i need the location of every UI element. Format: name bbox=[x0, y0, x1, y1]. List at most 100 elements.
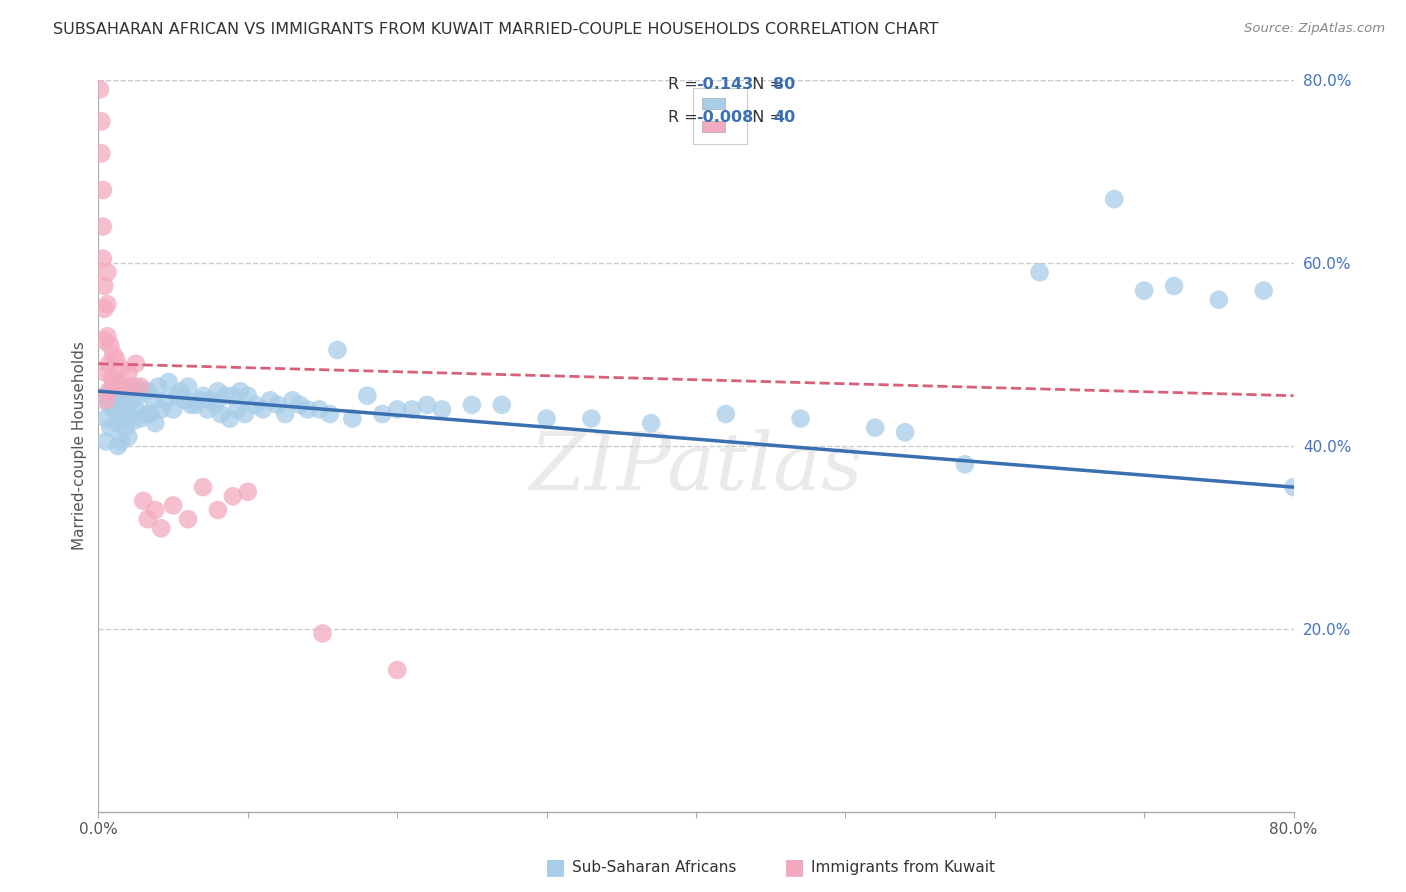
Point bbox=[953, 457, 976, 471]
Text: -0.143: -0.143 bbox=[696, 78, 754, 92]
Point bbox=[326, 343, 349, 357]
Point bbox=[107, 439, 129, 453]
Point bbox=[98, 338, 122, 352]
Point bbox=[128, 389, 150, 403]
Point bbox=[207, 503, 229, 517]
Point bbox=[93, 279, 115, 293]
Point bbox=[105, 393, 128, 408]
Text: ■: ■ bbox=[546, 857, 565, 877]
Point bbox=[96, 329, 118, 343]
Text: R =: R = bbox=[668, 111, 703, 125]
Point bbox=[274, 407, 297, 421]
Point bbox=[105, 416, 128, 430]
Point bbox=[103, 379, 125, 393]
Point bbox=[166, 389, 188, 403]
Text: 40: 40 bbox=[773, 111, 796, 125]
Point bbox=[157, 375, 180, 389]
Point bbox=[136, 512, 159, 526]
Point bbox=[191, 389, 214, 403]
Point bbox=[155, 393, 177, 408]
Point bbox=[581, 411, 603, 425]
Point bbox=[197, 402, 219, 417]
Point bbox=[177, 512, 200, 526]
Point bbox=[90, 114, 112, 128]
Point bbox=[1133, 284, 1156, 298]
Point bbox=[120, 379, 142, 393]
Point bbox=[150, 521, 173, 535]
Point bbox=[94, 434, 117, 449]
Point bbox=[311, 626, 333, 640]
Point bbox=[714, 407, 737, 421]
Point bbox=[281, 393, 304, 408]
Point bbox=[371, 407, 394, 421]
Point bbox=[180, 398, 202, 412]
Legend: , : , bbox=[693, 88, 747, 144]
Point bbox=[385, 402, 409, 417]
Point bbox=[461, 398, 484, 412]
Text: N =: N = bbox=[742, 111, 789, 125]
Point bbox=[91, 183, 114, 197]
Point bbox=[90, 146, 112, 161]
Text: Sub-Saharan Africans: Sub-Saharan Africans bbox=[572, 860, 737, 874]
Point bbox=[139, 407, 162, 421]
Text: ■: ■ bbox=[785, 857, 804, 877]
Point bbox=[1028, 265, 1050, 279]
Point bbox=[169, 384, 191, 398]
Point bbox=[103, 402, 125, 417]
Point bbox=[129, 411, 152, 425]
Point bbox=[162, 499, 184, 513]
Point bbox=[94, 366, 117, 380]
Text: ZIPatlas: ZIPatlas bbox=[529, 429, 863, 507]
Point bbox=[89, 82, 111, 96]
Point bbox=[93, 334, 115, 348]
Point bbox=[110, 389, 132, 403]
Point bbox=[129, 379, 152, 393]
Point bbox=[219, 411, 242, 425]
Point bbox=[96, 297, 118, 311]
Point bbox=[162, 402, 184, 417]
Point bbox=[267, 398, 290, 412]
Point bbox=[107, 375, 129, 389]
Point bbox=[117, 366, 139, 380]
Point bbox=[188, 393, 211, 408]
Point bbox=[110, 411, 132, 425]
Point bbox=[308, 402, 330, 417]
Point bbox=[142, 393, 165, 408]
Point bbox=[98, 421, 122, 435]
Point bbox=[110, 434, 132, 449]
Point bbox=[1253, 284, 1275, 298]
Point bbox=[135, 407, 157, 421]
Point bbox=[94, 389, 117, 403]
Point bbox=[1282, 480, 1305, 494]
Point bbox=[222, 389, 245, 403]
Text: 80: 80 bbox=[773, 78, 796, 92]
Point bbox=[1163, 279, 1185, 293]
Text: Immigrants from Kuwait: Immigrants from Kuwait bbox=[811, 860, 995, 874]
Text: N =: N = bbox=[742, 78, 789, 92]
Point bbox=[125, 357, 148, 371]
Point bbox=[136, 384, 159, 398]
Point bbox=[125, 379, 148, 393]
Point bbox=[297, 402, 319, 417]
Point bbox=[1104, 192, 1126, 206]
Point bbox=[430, 402, 453, 417]
Point bbox=[229, 384, 252, 398]
Point bbox=[91, 252, 114, 266]
Point bbox=[401, 402, 423, 417]
Point bbox=[191, 480, 214, 494]
Point bbox=[101, 370, 124, 384]
Point bbox=[103, 375, 125, 389]
Point bbox=[214, 389, 236, 403]
Point bbox=[132, 494, 155, 508]
Text: SUBSAHARAN AFRICAN VS IMMIGRANTS FROM KUWAIT MARRIED-COUPLE HOUSEHOLDS CORRELATI: SUBSAHARAN AFRICAN VS IMMIGRANTS FROM KU… bbox=[53, 22, 939, 37]
Point bbox=[233, 407, 256, 421]
Point bbox=[226, 402, 249, 417]
Text: R =: R = bbox=[668, 78, 703, 92]
Point bbox=[96, 265, 118, 279]
Point bbox=[117, 384, 139, 398]
Point bbox=[342, 411, 364, 425]
Point bbox=[416, 398, 439, 412]
Point bbox=[894, 425, 917, 440]
Point bbox=[114, 379, 136, 393]
Point bbox=[125, 402, 148, 417]
